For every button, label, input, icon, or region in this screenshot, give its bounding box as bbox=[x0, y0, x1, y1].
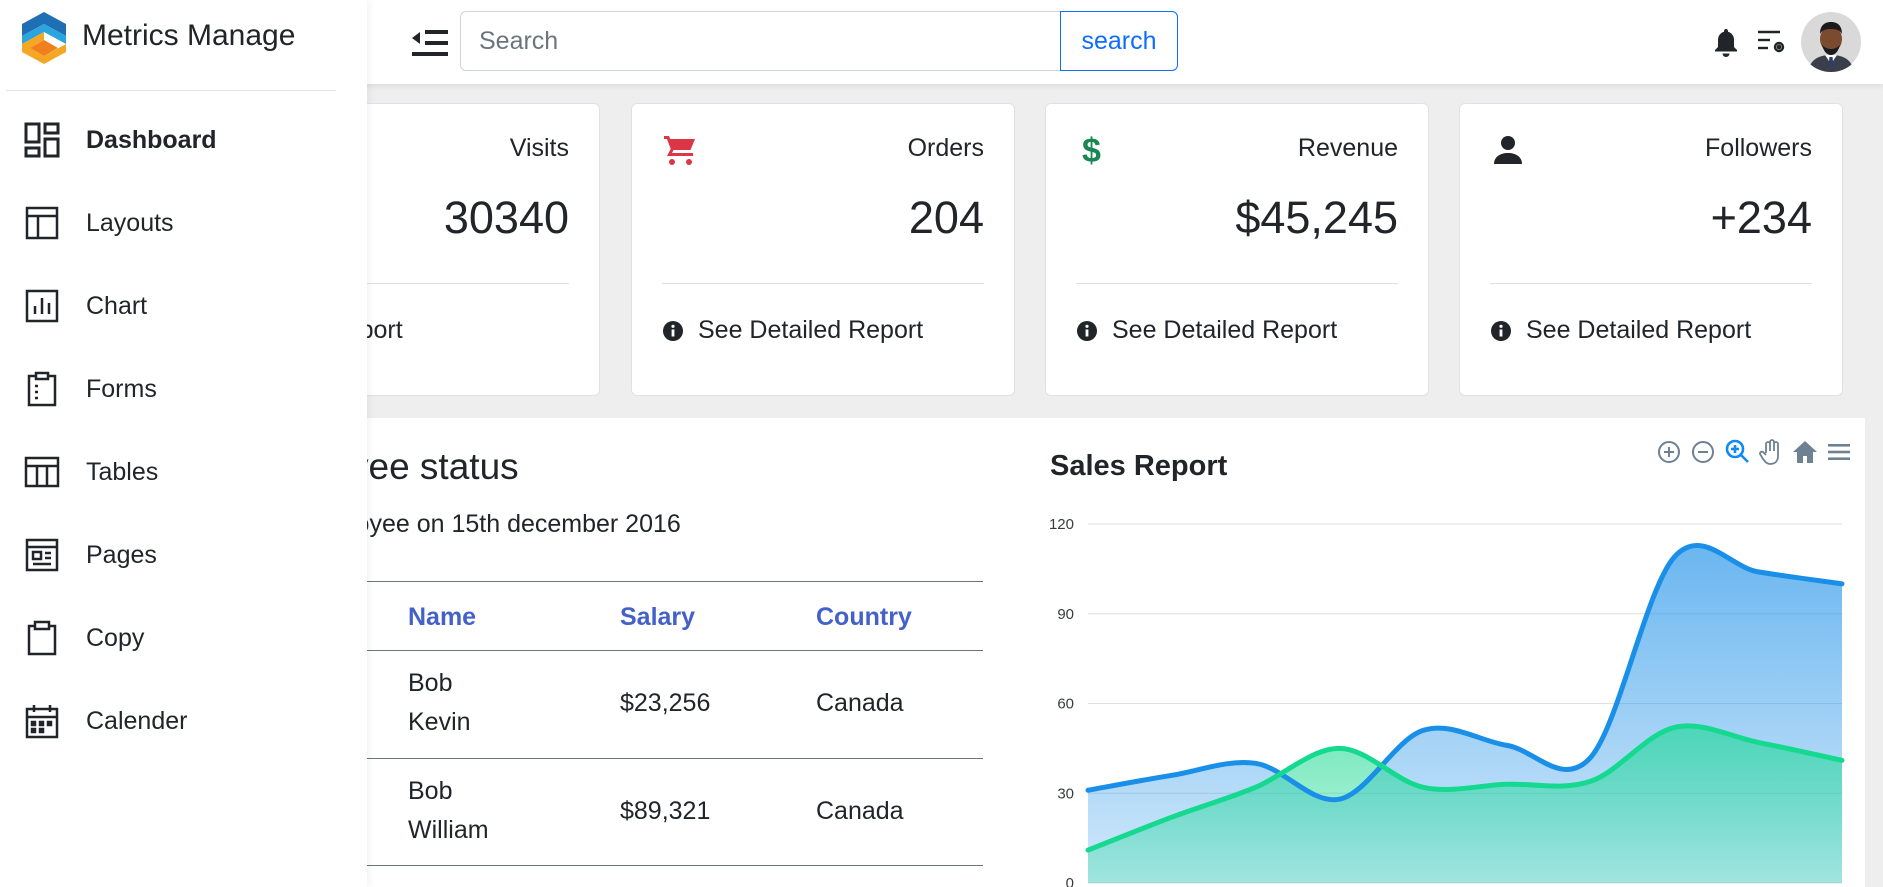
sidebar-item-label: Calender bbox=[86, 706, 188, 735]
table-rule bbox=[340, 865, 983, 866]
info-icon bbox=[1491, 320, 1511, 341]
y-tick-label: 0 bbox=[1066, 875, 1074, 887]
card-divider bbox=[1076, 283, 1398, 284]
clipboard-icon bbox=[27, 371, 57, 407]
sidebar: Metrics Manage Dashboard Layouts Chart bbox=[0, 0, 367, 887]
cell-salary: $23,256 bbox=[620, 689, 711, 717]
brand-logo-icon bbox=[22, 12, 66, 64]
series-line-0[interactable] bbox=[1085, 543, 1845, 803]
card-title: Revenue bbox=[1297, 134, 1398, 162]
table-rule bbox=[340, 581, 983, 582]
zoom-in-icon[interactable] bbox=[1656, 438, 1682, 466]
dollar-icon: $ bbox=[1082, 132, 1101, 168]
sidebar-item-layouts[interactable]: Layouts bbox=[0, 193, 367, 253]
cell-name-last: Kevin bbox=[408, 708, 471, 736]
user-avatar[interactable] bbox=[1800, 12, 1862, 72]
cart-icon bbox=[664, 136, 695, 165]
card-divider bbox=[247, 283, 569, 284]
cell-country: Canada bbox=[816, 689, 904, 717]
y-tick-label: 120 bbox=[1049, 516, 1074, 533]
cell-country: Canada bbox=[816, 797, 904, 825]
card-divider bbox=[662, 283, 984, 284]
card-title: Followers bbox=[1705, 134, 1812, 162]
chart-toolbar bbox=[1656, 438, 1852, 466]
layout-icon bbox=[25, 206, 59, 240]
y-tick-label: 60 bbox=[1057, 696, 1074, 713]
stat-card-orders: Orders 204 See Detailed Report bbox=[631, 103, 1015, 396]
sales-report-chart: 0 30 60 90 120 bbox=[1049, 516, 1845, 887]
column-header-salary[interactable]: Salary bbox=[620, 603, 696, 631]
sidebar-item-calender[interactable]: Calender bbox=[0, 691, 367, 751]
card-title: Visits bbox=[509, 134, 569, 162]
cell-name-last: William bbox=[408, 816, 489, 844]
card-link-label: See Detailed Report bbox=[1112, 316, 1338, 344]
card-value: 30340 bbox=[443, 192, 569, 243]
selection-zoom-icon[interactable] bbox=[1724, 438, 1750, 466]
employee-status-title: yee status bbox=[350, 446, 519, 487]
sidebar-item-label: Pages bbox=[86, 540, 157, 569]
top-bar: search bbox=[0, 0, 1883, 84]
pan-hand-icon[interactable] bbox=[1758, 438, 1784, 466]
sidebar-item-label: Forms bbox=[86, 374, 157, 403]
series-area-1 bbox=[1088, 725, 1842, 883]
info-icon bbox=[1077, 320, 1097, 341]
column-header-country[interactable]: Country bbox=[816, 603, 912, 631]
info-icon bbox=[663, 320, 683, 341]
series-line-1[interactable] bbox=[1085, 723, 1845, 853]
person-icon bbox=[1494, 136, 1522, 164]
detailed-report-link[interactable]: See Detailed Report bbox=[1076, 316, 1337, 345]
y-tick-label: 90 bbox=[1057, 606, 1074, 623]
detailed-report-link[interactable]: See Detailed Report bbox=[662, 316, 923, 345]
y-tick-label: 30 bbox=[1057, 785, 1074, 802]
copy-icon bbox=[27, 620, 57, 656]
detailed-report-link[interactable]: See Detailed Report bbox=[1490, 316, 1751, 345]
notification-bell-icon[interactable] bbox=[1710, 26, 1742, 58]
search-button[interactable]: search bbox=[1060, 11, 1178, 71]
card-value: $45,245 bbox=[1235, 192, 1398, 243]
sidebar-item-label: Copy bbox=[86, 623, 145, 652]
card-divider bbox=[1490, 283, 1812, 284]
sidebar-item-tables[interactable]: Tables bbox=[0, 442, 367, 502]
sidebar-item-chart[interactable]: Chart bbox=[0, 276, 367, 336]
card-value: 204 bbox=[908, 192, 984, 243]
sidebar-item-forms[interactable]: Forms bbox=[0, 359, 367, 419]
sales-report-title: Sales Report bbox=[1050, 450, 1228, 482]
table-icon bbox=[24, 456, 60, 488]
calendar-icon bbox=[25, 705, 59, 739]
cell-salary: $89,321 bbox=[620, 797, 711, 825]
cell-name-first: Bob bbox=[408, 777, 453, 805]
card-link-label: See Detailed Report bbox=[1526, 316, 1752, 344]
table-rule bbox=[340, 650, 983, 651]
cell-name-first: Bob bbox=[408, 669, 453, 697]
sidebar-item-label: Chart bbox=[86, 291, 148, 320]
sidebar-item-copy[interactable]: Copy bbox=[0, 608, 367, 668]
dashboard-icon bbox=[24, 122, 60, 158]
page-icon bbox=[25, 538, 59, 572]
bar-chart-icon bbox=[25, 289, 59, 323]
employee-status-subtitle: loyee on 15th december 2016 bbox=[350, 510, 681, 538]
reset-home-icon[interactable] bbox=[1792, 438, 1818, 466]
brand-name: Metrics Manage bbox=[82, 19, 296, 52]
table-rule bbox=[340, 758, 983, 759]
zoom-out-icon[interactable] bbox=[1690, 438, 1716, 466]
brand[interactable]: Metrics Manage bbox=[16, 6, 295, 66]
avatar-icon bbox=[1801, 12, 1861, 72]
chart-menu-icon[interactable] bbox=[1826, 438, 1852, 466]
stat-card-revenue: $ Revenue $45,245 See Detailed Report bbox=[1045, 103, 1429, 396]
sidebar-divider bbox=[6, 90, 336, 91]
sidebar-item-pages[interactable]: Pages bbox=[0, 525, 367, 585]
card-link-label: See Detailed Report bbox=[698, 316, 924, 344]
svg-text:$: $ bbox=[1082, 132, 1101, 168]
card-title: Orders bbox=[907, 134, 984, 162]
sidebar-item-label: Layouts bbox=[86, 208, 174, 237]
settings-list-icon[interactable] bbox=[1756, 26, 1788, 58]
menu-collapse-icon[interactable] bbox=[410, 24, 450, 64]
sidebar-item-label: Tables bbox=[86, 457, 159, 486]
search-input[interactable] bbox=[460, 11, 1061, 71]
stat-card-followers: Followers +234 See Detailed Report bbox=[1459, 103, 1843, 396]
column-header-name[interactable]: Name bbox=[408, 603, 477, 631]
card-value: +234 bbox=[1710, 192, 1812, 243]
sidebar-item-dashboard[interactable]: Dashboard bbox=[0, 110, 367, 170]
sidebar-item-label: Dashboard bbox=[86, 125, 217, 154]
